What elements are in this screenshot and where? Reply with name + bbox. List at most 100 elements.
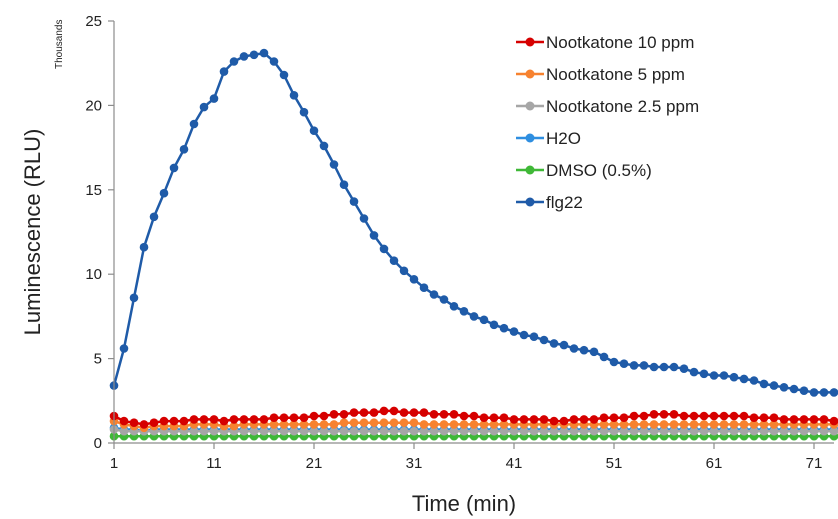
- data-point: [779, 426, 789, 436]
- data-point: [599, 413, 609, 423]
- legend: Nootkatone 10 ppm Nootkatone 5 ppm Nootkat…: [516, 33, 699, 212]
- data-point: [759, 420, 769, 429]
- data-point: [249, 426, 259, 436]
- x-tick-label: 21: [306, 455, 323, 472]
- x-axis-title: Time (min): [412, 491, 516, 516]
- legend-label: Nootkatone 10 ppm: [546, 33, 694, 52]
- data-point: [299, 420, 309, 429]
- legend-item: Nootkatone 5 ppm: [516, 65, 685, 84]
- data-point: [179, 145, 189, 154]
- data-point: [579, 426, 589, 436]
- data-point: [579, 345, 589, 355]
- data-point: [659, 426, 669, 436]
- data-point: [679, 426, 689, 436]
- data-point: [749, 413, 759, 423]
- data-point: [829, 416, 838, 426]
- legend-swatch-marker: [525, 133, 535, 143]
- data-point: [789, 426, 799, 436]
- data-point: [449, 426, 459, 436]
- data-point: [649, 420, 659, 429]
- data-point: [359, 214, 369, 223]
- data-point: [309, 420, 319, 429]
- data-point: [369, 426, 379, 436]
- data-point: [789, 384, 799, 394]
- data-point: [649, 410, 659, 419]
- data-point: [209, 94, 219, 103]
- data-point: [419, 283, 429, 293]
- data-point: [719, 420, 729, 429]
- data-point: [129, 418, 139, 428]
- data-point: [599, 352, 609, 362]
- data-point: [709, 371, 719, 380]
- data-point: [149, 418, 159, 428]
- legend-item: DMSO (0.5%): [516, 161, 652, 180]
- data-point: [399, 418, 409, 428]
- data-point: [329, 420, 339, 429]
- data-point: [459, 420, 469, 429]
- data-point: [279, 420, 289, 429]
- data-point: [249, 415, 259, 424]
- data-point: [529, 415, 539, 424]
- data-point: [819, 426, 829, 436]
- y-ticks: 0 5 10 15 20 25: [85, 13, 114, 452]
- data-point: [569, 415, 579, 424]
- data-point: [689, 367, 699, 377]
- data-point: [129, 293, 139, 303]
- data-point: [659, 420, 669, 429]
- data-point: [299, 413, 309, 423]
- data-point: [459, 411, 469, 421]
- data-point: [499, 426, 509, 436]
- data-point: [759, 413, 769, 423]
- data-point: [429, 290, 439, 299]
- data-point: [639, 426, 649, 436]
- data-point: [339, 418, 349, 428]
- data-point: [359, 426, 369, 436]
- data-point: [359, 418, 369, 428]
- legend-swatch-marker: [525, 101, 535, 111]
- data-point: [269, 413, 279, 423]
- data-point: [729, 411, 739, 421]
- data-point: [689, 420, 699, 429]
- data-point: [479, 426, 489, 436]
- data-point: [189, 426, 199, 436]
- data-point: [829, 388, 838, 397]
- data-point: [479, 420, 489, 429]
- y-tick-label: 5: [94, 351, 102, 368]
- data-point: [139, 420, 149, 429]
- data-point: [349, 408, 359, 417]
- data-point: [759, 379, 769, 389]
- data-point: [559, 416, 569, 426]
- data-point: [579, 415, 589, 424]
- y-tick-label: 25: [85, 13, 102, 30]
- data-point: [349, 426, 359, 436]
- data-point: [759, 426, 769, 436]
- data-point: [259, 426, 269, 436]
- data-point: [669, 426, 679, 436]
- data-point: [619, 420, 629, 429]
- data-point: [229, 415, 239, 424]
- data-point: [469, 312, 479, 321]
- legend-item: Nootkatone 10 ppm: [516, 33, 694, 52]
- data-point: [319, 411, 329, 421]
- data-point: [559, 340, 569, 350]
- x-ticks: 1 11 21 31 41 51 61 71: [110, 443, 822, 472]
- data-point: [499, 323, 509, 333]
- data-point: [299, 426, 309, 436]
- data-point: [389, 256, 399, 266]
- data-point: [309, 411, 319, 421]
- data-point: [489, 426, 499, 436]
- data-point: [339, 180, 349, 189]
- legend-label: Nootkatone 2.5 ppm: [546, 97, 699, 116]
- data-point: [159, 416, 169, 426]
- data-point: [219, 67, 229, 76]
- legend-swatch-marker: [525, 69, 535, 79]
- data-point: [119, 344, 129, 353]
- data-point: [229, 421, 239, 431]
- data-point: [339, 426, 349, 436]
- data-point: [439, 410, 449, 419]
- data-point: [769, 413, 779, 423]
- data-point: [629, 361, 639, 370]
- data-point: [419, 420, 429, 429]
- data-point: [539, 415, 549, 424]
